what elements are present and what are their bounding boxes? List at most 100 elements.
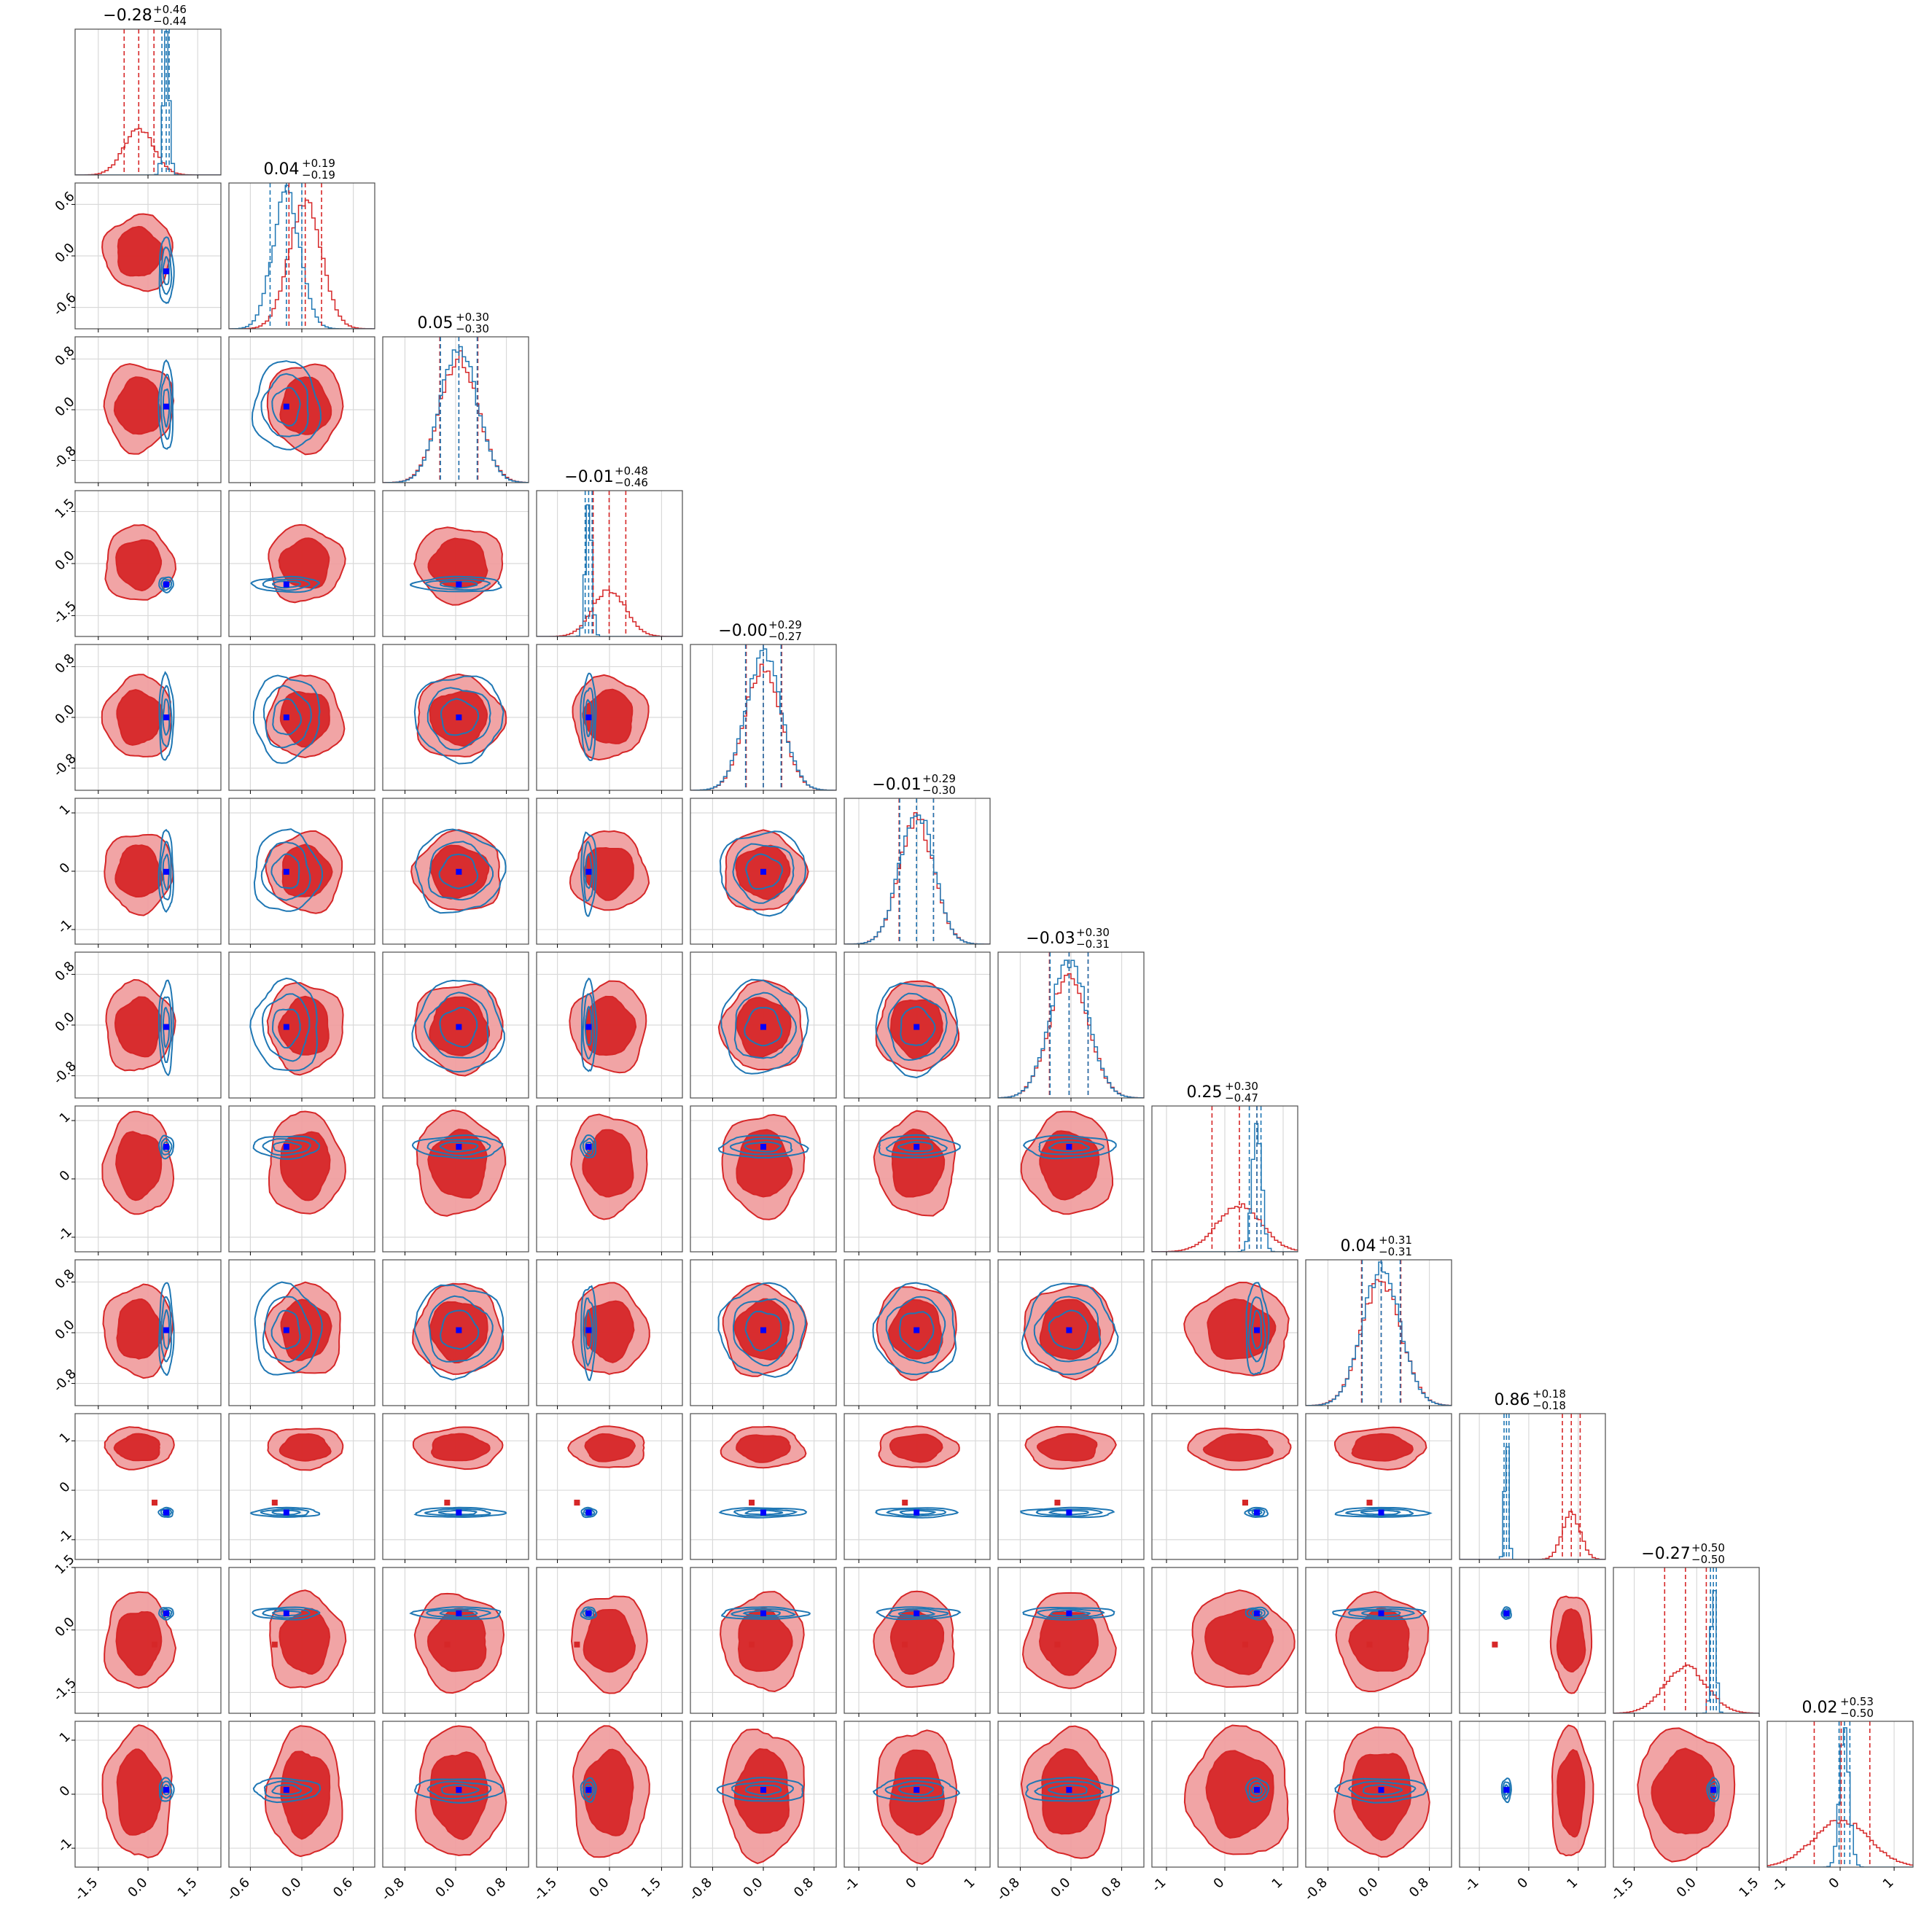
blue-histogram	[537, 504, 682, 636]
blue-contour	[426, 1780, 492, 1800]
blue-contour	[1360, 1509, 1401, 1516]
x-tick-label: 0.8	[1406, 1875, 1432, 1901]
contour-panel-11-1	[71, 1567, 222, 1717]
blue-contour	[1034, 1780, 1105, 1799]
blue-contour	[1247, 1608, 1266, 1619]
blue-contour	[424, 1508, 491, 1517]
blue-contour	[884, 1780, 945, 1799]
contour-panel-12-5	[690, 1721, 837, 1871]
contour-panel-12-8	[1151, 1721, 1298, 1871]
contour-panel-8-3	[382, 1105, 529, 1255]
truth-marker	[163, 1610, 169, 1616]
reference-marker	[1242, 1500, 1248, 1506]
contour-panel-4-1	[71, 490, 222, 640]
title-minus-error: −0.19	[302, 168, 335, 182]
truth-marker	[760, 1327, 766, 1333]
blue-contour	[1036, 1608, 1105, 1619]
blue-contour	[158, 1282, 175, 1376]
blue-contour	[744, 1141, 782, 1153]
contour-panel-12-10	[1459, 1721, 1606, 1871]
truth-marker	[283, 868, 289, 875]
blue-contour	[1244, 1506, 1269, 1519]
blue-contour	[720, 978, 809, 1075]
blue-contour	[158, 979, 174, 1077]
red-contour-inner	[889, 1608, 945, 1675]
reference-marker	[444, 1500, 451, 1506]
blue-contour	[1022, 1134, 1117, 1160]
red-contour-inner	[429, 1751, 488, 1841]
panel-frame	[1613, 1567, 1760, 1714]
y-tick-label: 0.0	[52, 702, 78, 728]
contour-panel-11-6	[844, 1567, 991, 1717]
x-tick-label: -1.5	[531, 1875, 560, 1904]
contour-panel-10-6	[844, 1413, 991, 1563]
truth-marker	[456, 1509, 462, 1516]
title-plus-error: +0.19	[302, 157, 335, 170]
y-tick-label: 0.8	[52, 651, 78, 677]
y-tick-label: 0.8	[52, 343, 78, 369]
hist-panel-10	[1459, 1413, 1606, 1563]
truth-marker	[1254, 1787, 1260, 1793]
red-contour-inner	[114, 844, 163, 897]
y-tick-label: 1.5	[52, 1552, 78, 1578]
blue-contour	[271, 1610, 302, 1617]
reference-marker	[1366, 1641, 1373, 1648]
blue-contour	[580, 672, 597, 762]
truth-marker	[914, 1610, 920, 1616]
title-minus-error: −0.30	[922, 784, 956, 797]
red-contour-inner	[115, 1610, 163, 1676]
contour-panel-8-7	[997, 1105, 1145, 1255]
truth-marker	[1378, 1509, 1384, 1516]
blue-contour	[1502, 1608, 1511, 1619]
contour-panel-7-3	[382, 951, 529, 1102]
blue-contour	[251, 360, 322, 451]
blue-contour	[439, 1007, 478, 1048]
blue-contour	[887, 992, 948, 1062]
blue-contour	[162, 1006, 171, 1048]
contour-panel-6-4	[536, 798, 683, 948]
truth-marker	[1066, 1509, 1072, 1516]
blue-contour	[1047, 1783, 1088, 1796]
panel-title: −0.27	[1641, 1545, 1690, 1563]
contour-panel-8-4	[536, 1105, 683, 1255]
x-tick-label: 0.8	[483, 1875, 509, 1901]
title-plus-error: +0.30	[456, 311, 489, 324]
red-histogram	[1152, 1203, 1298, 1252]
truth-marker	[163, 581, 169, 588]
title-minus-error: −0.18	[1532, 1399, 1566, 1412]
y-tick-label: 0	[57, 1783, 74, 1800]
x-tick-label: 0.0	[125, 1875, 150, 1901]
y-tick-label: 0	[57, 1168, 74, 1185]
contour-panel-7-1	[71, 951, 222, 1102]
blue-contour	[426, 687, 491, 751]
truth-marker	[760, 1509, 766, 1516]
blue-contour	[262, 1296, 312, 1363]
panel-title: 0.86	[1495, 1391, 1530, 1409]
blue-contour	[733, 992, 798, 1059]
hist-panel-11	[1613, 1567, 1760, 1717]
truth-marker	[914, 1327, 920, 1333]
y-tick-label: 0	[57, 1479, 74, 1496]
blue-contour	[1706, 1777, 1721, 1802]
truth-marker	[585, 714, 592, 720]
blue-contour	[733, 1508, 798, 1517]
blue-contour	[162, 853, 171, 891]
contour-panel-10-7	[997, 1413, 1145, 1563]
blue-contour	[744, 1784, 782, 1796]
red-contour-inner	[1351, 1433, 1414, 1462]
blue-contour	[1347, 1780, 1417, 1799]
blue-contour	[160, 841, 172, 901]
red-contour-inner	[736, 1434, 791, 1463]
y-tick-label: 0.6	[52, 189, 78, 214]
red-contour-inner	[113, 1433, 160, 1462]
blue-contour	[1048, 1141, 1091, 1153]
contour-panel-7-6	[844, 951, 991, 1102]
blue-contour	[162, 698, 171, 736]
x-tick-label: 0	[1826, 1875, 1843, 1892]
y-tick-label: 1	[57, 1729, 74, 1746]
y-tick-label: 1	[57, 1430, 74, 1446]
truth-marker	[585, 1509, 592, 1516]
hist-panel-6	[844, 798, 991, 948]
y-tick-label: -1	[55, 916, 75, 937]
